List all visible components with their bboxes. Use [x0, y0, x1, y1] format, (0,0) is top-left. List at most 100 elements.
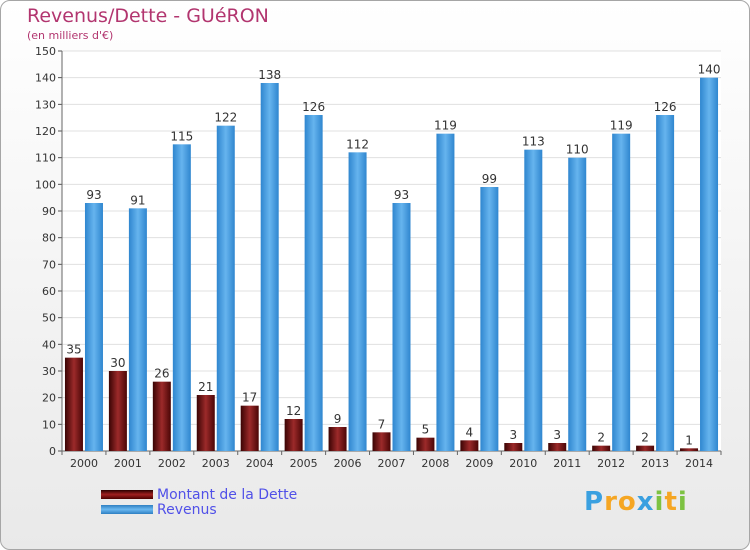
y-tick-label: 60	[42, 285, 56, 298]
logo-letter: x	[636, 487, 655, 517]
y-tick-label: 70	[42, 258, 56, 271]
proxiti-logo: Proxiti	[584, 487, 688, 517]
data-label-debt: 5	[422, 423, 430, 437]
bar-debt	[680, 448, 699, 451]
x-tick-label: 2009	[465, 457, 493, 470]
data-label-debt: 21	[198, 380, 213, 394]
bar-debt	[64, 357, 83, 451]
bar-revenue	[656, 115, 675, 451]
x-tick-label: 2010	[509, 457, 537, 470]
bar-debt	[108, 371, 127, 451]
bar-revenue	[128, 208, 147, 451]
bar-debt	[416, 437, 435, 451]
y-tick-label: 90	[42, 205, 56, 218]
chart-subtitle: (en milliers d'€)	[27, 29, 114, 42]
y-tick-label: 150	[35, 45, 56, 58]
x-tick-label: 2002	[158, 457, 186, 470]
bar-revenue	[612, 133, 631, 451]
x-tick-label: 2008	[421, 457, 449, 470]
data-label-debt: 4	[466, 425, 474, 439]
bar-revenue	[524, 149, 543, 451]
data-label-debt: 12	[286, 404, 301, 418]
data-label-revenue: 126	[654, 100, 677, 114]
y-tick-label: 130	[35, 98, 56, 111]
bar-debt	[460, 440, 479, 451]
legend-swatch-revenue	[101, 505, 153, 514]
x-tick-label: 2006	[334, 457, 362, 470]
x-tick-label: 2001	[114, 457, 142, 470]
y-tick-label: 50	[42, 312, 56, 325]
legend-label-debt: Montant de la Dette	[157, 487, 298, 503]
y-tick-label: 110	[35, 152, 56, 165]
data-label-debt: 9	[334, 412, 342, 426]
legend-label-revenue: Revenus	[157, 502, 217, 518]
x-tick-label: 2007	[378, 457, 406, 470]
data-label-revenue: 91	[130, 193, 145, 207]
bar-revenue	[436, 133, 455, 451]
data-label-debt: 35	[66, 343, 81, 357]
bar-debt	[548, 443, 567, 451]
data-label-debt: 3	[553, 428, 561, 442]
bar-debt	[196, 395, 215, 451]
logo-letter: r	[604, 487, 618, 517]
chart-title: Revenus/Dette - GUéRON	[27, 5, 269, 27]
y-tick-label: 30	[42, 365, 56, 378]
bar-revenue	[568, 157, 587, 451]
bar-revenue	[700, 77, 719, 452]
y-tick-label: 20	[42, 392, 56, 405]
data-label-debt: 17	[242, 391, 257, 405]
logo-letter: o	[617, 487, 637, 517]
data-label-revenue: 122	[214, 111, 237, 125]
bar-revenue	[260, 83, 279, 451]
data-label-revenue: 119	[434, 119, 457, 133]
data-label-revenue: 115	[170, 129, 193, 143]
data-label-debt: 26	[154, 367, 169, 381]
y-tick-label: 10	[42, 418, 56, 431]
data-label-debt: 1	[685, 433, 693, 447]
data-label-revenue: 138	[258, 68, 281, 82]
x-tick-label: 2003	[202, 457, 230, 470]
data-label-revenue: 140	[698, 63, 721, 77]
y-tick-label: 40	[42, 338, 56, 351]
x-tick-label: 2000	[70, 457, 98, 470]
bar-revenue	[480, 187, 499, 451]
data-label-revenue: 93	[86, 188, 101, 202]
x-tick-label: 2005	[290, 457, 318, 470]
data-label-revenue: 113	[522, 135, 545, 149]
bar-debt	[592, 445, 611, 451]
y-tick-label: 120	[35, 125, 56, 138]
x-tick-label: 2004	[246, 457, 274, 470]
y-tick-label: 100	[35, 178, 56, 191]
bar-revenue	[216, 125, 235, 452]
data-label-revenue: 112	[346, 137, 369, 151]
plot-area	[62, 51, 721, 451]
bar-revenue	[84, 203, 103, 451]
data-label-revenue: 99	[482, 172, 497, 186]
bar-debt	[328, 427, 347, 451]
data-label-revenue: 110	[566, 143, 589, 157]
bar-revenue	[172, 144, 191, 452]
bar-debt	[636, 445, 655, 451]
logo-letter: P	[584, 487, 605, 517]
x-tick-label: 2014	[685, 457, 713, 470]
bar-debt	[504, 443, 523, 451]
data-label-debt: 2	[597, 431, 605, 445]
bar-revenue	[392, 203, 411, 451]
y-tick-label: 80	[42, 232, 56, 245]
bar-debt	[240, 405, 259, 451]
logo-letter: i	[677, 487, 688, 517]
x-tick-label: 2012	[597, 457, 625, 470]
y-tick-label: 0	[49, 445, 56, 458]
logo-letter: t	[664, 487, 678, 517]
data-label-debt: 2	[641, 431, 649, 445]
bar-debt	[284, 419, 303, 451]
data-label-debt: 30	[110, 356, 125, 370]
x-tick-label: 2011	[553, 457, 581, 470]
y-tick-label: 140	[35, 72, 56, 85]
data-label-revenue: 119	[610, 119, 633, 133]
bar-debt	[372, 432, 391, 451]
bar-revenue	[348, 152, 367, 452]
bar-revenue	[304, 115, 323, 451]
